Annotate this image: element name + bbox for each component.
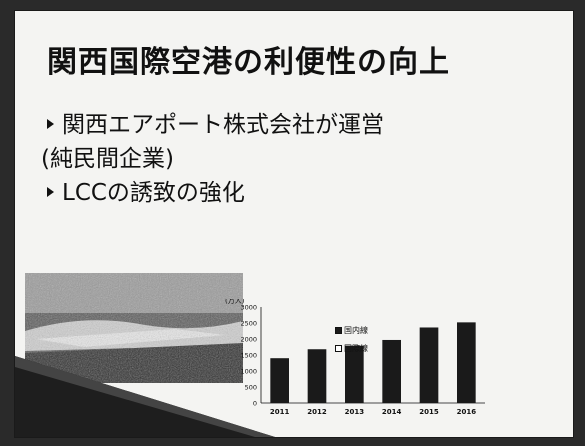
legend-label: 国際線: [344, 344, 368, 353]
legend-swatch: [335, 327, 342, 334]
bullet-triangle-icon: [47, 118, 54, 129]
y-tick-label: 2000: [240, 336, 257, 344]
data-bar: [457, 322, 476, 403]
y-tick-label: 1000: [240, 368, 257, 376]
bullet-text: 関西エアポート株式会社が運営: [62, 112, 384, 138]
x-tick-label: 2011: [270, 408, 290, 416]
slide-title: 関西国際空港の利便性の向上: [47, 45, 450, 80]
y-tick-label: 3000: [240, 304, 257, 312]
bullet-triangle-icon: [47, 186, 54, 197]
y-tick-label: 2500: [240, 320, 257, 328]
data-bar: [345, 345, 364, 403]
x-tick-label: 2016: [457, 408, 477, 416]
x-tick-label: 2015: [419, 408, 439, 416]
y-tick-label: 500: [245, 384, 257, 392]
slide: 関西国際空港の利便性の向上 関西エアポート株式会社が運営 (純民間企業) LCC…: [14, 10, 574, 438]
data-bar: [307, 349, 327, 403]
legend-label: 国内線: [344, 326, 368, 335]
passenger-bar-chart: (万人)3000 2500 2000 1500 1000 500 0 2011 2012 2013…: [225, 299, 485, 416]
x-tick-label: 2012: [307, 408, 327, 416]
legend-item: 国際線: [335, 343, 368, 354]
y-tick-label: 1500: [240, 352, 257, 360]
decorative-wedge: [15, 356, 275, 437]
y-tick-label: 0: [253, 400, 257, 408]
bullet-text: LCCの誘致の強化: [62, 180, 245, 206]
bullet-text: (純民間企業): [41, 146, 174, 172]
legend-item: 国内線: [335, 325, 368, 336]
data-bar: [270, 358, 289, 403]
x-tick-label: 2014: [382, 408, 402, 416]
x-tick-label: 2013: [345, 408, 365, 416]
bullet-subline: (純民間企業): [41, 139, 174, 173]
legend-swatch: [335, 345, 342, 352]
bullet-item: 関西エアポート株式会社が運営: [47, 105, 384, 139]
bullet-item: LCCの誘致の強化: [47, 173, 245, 207]
y-axis-unit-label: (万人): [225, 299, 245, 305]
data-bar: [382, 339, 401, 403]
data-bar: [419, 327, 439, 403]
